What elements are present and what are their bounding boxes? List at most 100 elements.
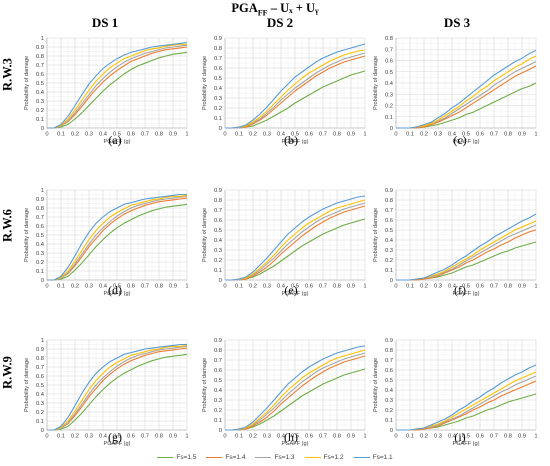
x-tick-label: 0: [394, 434, 397, 440]
x-tick-label: 0.4: [277, 132, 286, 138]
series-line-fs-1-3: [47, 345, 188, 431]
y-axis-title: Probability of damage: [24, 358, 30, 412]
series-line-fs-1-4: [396, 65, 537, 129]
y-tick-label: 1: [41, 188, 44, 194]
y-tick-label: 0.6: [36, 374, 44, 380]
x-tick-label: 0.7: [490, 434, 498, 440]
series-line-fs-1-4: [47, 347, 188, 431]
y-tick-label: 0.3: [36, 99, 44, 105]
x-tick-label: 0.4: [99, 132, 108, 138]
y-tick-label: 0.3: [385, 92, 393, 98]
legend-swatch: [206, 456, 223, 458]
x-tick-label: 0.7: [319, 284, 327, 290]
y-tick-label: 0.5: [214, 378, 222, 384]
x-tick-label: 0.9: [169, 132, 177, 138]
chart-panel-b: 0 0.1 0.2 0.3 0.4 0.5 0.6 0.7 0.8 0.9 1 0 0.1 0.2 0.3 0…: [202, 36, 367, 145]
x-tick-label: 0.3: [434, 434, 442, 440]
x-tick-label: 0.4: [99, 284, 108, 290]
legend-label: Fs=1.3: [274, 453, 295, 461]
x-axis-title: PGAFF (g): [452, 291, 479, 297]
x-tick-label: 0.8: [333, 284, 341, 290]
y-tick-label: 0.7: [36, 365, 44, 371]
chart-panel-i: 0 0.1 0.2 0.3 0.4 0.5 0.6 0.7 0.8 0.9 1 0 0.1 0.2 0.3 0…: [373, 338, 538, 447]
x-tick-label: 0.8: [155, 132, 163, 138]
x-tick-label: 0.3: [263, 284, 271, 290]
y-tick-label: 0.2: [385, 408, 393, 414]
x-tick-label: 0.5: [291, 132, 299, 138]
y-tick-label: 0.7: [385, 47, 393, 53]
y-tick-label: 0.9: [36, 197, 44, 203]
chart-panel-d: 0 0.1 0.2 0.3 0.4 0.5 0.6 0.7 0.8 0.9 1 0 0.1 0.2 0.3 0…: [24, 188, 189, 297]
x-tick-label: 0.4: [277, 284, 286, 290]
x-tick-label: 0.9: [347, 434, 355, 440]
y-tick-label: 0.6: [36, 72, 44, 78]
x-tick-label: 0.6: [127, 132, 135, 138]
x-tick-label: 0.8: [155, 284, 163, 290]
figure-title-rest: – Uₓ + Uᵧ: [267, 1, 319, 15]
legend-label: Fs=1.2: [323, 453, 344, 461]
x-tick-label: 0.2: [420, 132, 428, 138]
x-tick-label: 1: [363, 434, 366, 440]
x-tick-label: 0.4: [448, 284, 457, 290]
x-tick-label: 0.1: [406, 434, 414, 440]
x-tick-label: 0.4: [277, 434, 286, 440]
series-line-fs-1-1: [396, 49, 537, 129]
y-tick-label: 0.7: [214, 358, 222, 364]
y-tick-label: 0.3: [36, 251, 44, 257]
x-tick-label: 0.3: [85, 284, 93, 290]
y-tick-label: 0: [219, 278, 222, 284]
y-axis-title: Probability of damage: [24, 56, 30, 110]
x-tick-label: 0.3: [85, 434, 93, 440]
panel-label-a: (a): [108, 133, 122, 147]
series-line-fs-1-5: [47, 51, 188, 129]
x-axis-title: PGAFF (g): [281, 441, 308, 447]
panel-label-h: (h): [284, 430, 298, 444]
x-tick-label: 0.5: [113, 434, 121, 440]
panel-label-i: (i): [454, 430, 466, 444]
x-tick-label: 0.9: [518, 132, 526, 138]
series-line-fs-1-3: [47, 44, 188, 129]
y-axis-title: Probability of damage: [373, 208, 379, 262]
x-tick-label: 0.9: [347, 132, 355, 138]
y-tick-label: 0: [390, 278, 393, 284]
y-tick-label: 0.8: [385, 198, 393, 204]
y-tick-label: 0.4: [214, 388, 223, 394]
y-tick-label: 0: [390, 126, 393, 132]
panel-label-g: (g): [108, 430, 122, 444]
x-tick-label: 0: [394, 284, 397, 290]
y-tick-label: 0.7: [214, 56, 222, 62]
y-tick-label: 0.5: [385, 378, 393, 384]
series-line-fs-1-3: [47, 195, 188, 281]
x-axis-title: PGAFF (g): [452, 441, 479, 447]
y-tick-label: 0.4: [36, 90, 45, 96]
panel-label-c: (c): [453, 133, 467, 147]
x-tick-label: 0.8: [504, 284, 512, 290]
x-axis-title: PGAFF (g): [103, 139, 130, 145]
y-tick-label: 0.1: [214, 268, 222, 274]
panel-label-d: (d): [108, 283, 122, 297]
y-tick-label: 0.5: [36, 383, 44, 389]
series-line-fs-1-2: [225, 49, 366, 129]
y-axis-title: Probability of damage: [373, 56, 379, 110]
y-tick-label: 0.1: [385, 418, 393, 424]
series-line-fs-1-4: [225, 55, 366, 129]
y-tick-label: 0.2: [36, 108, 44, 114]
x-tick-label: 0.2: [249, 434, 257, 440]
series-line-fs-1-5: [47, 203, 188, 281]
x-tick-label: 0.2: [71, 434, 79, 440]
legend: Fs=1.5 Fs=1.4 Fs=1.3 Fs=1.2 Fs=1.1: [0, 450, 550, 464]
y-tick-label: 0.5: [385, 70, 393, 76]
y-tick-label: 0.5: [214, 76, 222, 82]
y-tick-label: 0.3: [214, 96, 222, 102]
series-line-fs-1-2: [225, 349, 366, 431]
y-tick-label: 0.4: [214, 238, 223, 244]
x-tick-label: 0: [223, 132, 226, 138]
y-tick-label: 0.8: [36, 54, 44, 60]
x-tick-label: 0.5: [113, 132, 121, 138]
chart-panel-e: 0 0.1 0.2 0.3 0.4 0.5 0.6 0.7 0.8 0.9 1 0 0.1 0.2 0.3 0…: [202, 188, 367, 297]
legend-item: Fs=1.1: [353, 454, 393, 461]
y-axis-title: Probability of damage: [24, 208, 30, 262]
y-tick-label: 0: [390, 428, 393, 434]
y-tick-label: 0.7: [385, 208, 393, 214]
y-tick-label: 0.7: [36, 215, 44, 221]
